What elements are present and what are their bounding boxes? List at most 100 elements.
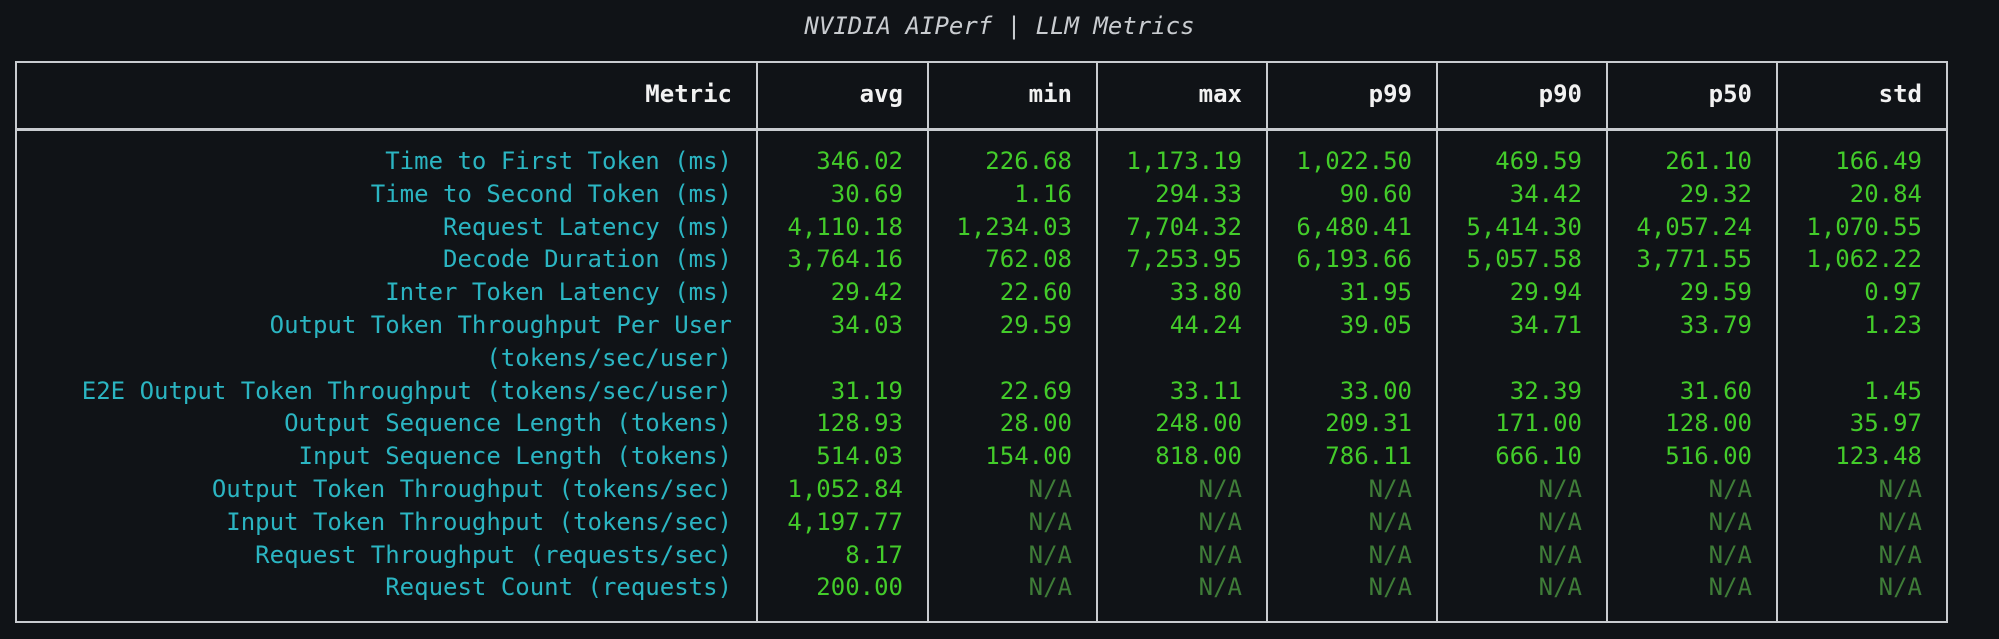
metric-value: 6,193.66 [1296, 245, 1412, 274]
metric-value: 29.32 [1679, 179, 1752, 208]
metric-value: 516.00 [1665, 442, 1752, 471]
column-header: p90 [1538, 80, 1582, 109]
metric-value: 261.10 [1665, 147, 1752, 175]
column-header: Metric [645, 80, 732, 109]
metric-value: N/A [1368, 475, 1412, 503]
table-title: NVIDIA AIPerf | LLM Metrics [804, 12, 1195, 40]
metric-label: Request Latency (ms) [443, 212, 732, 241]
metric-value: 29.42 [830, 278, 903, 307]
metric-value: 514.03 [816, 442, 903, 471]
metric-value: 29.59 [1679, 278, 1752, 307]
metric-value: 4,110.18 [787, 212, 903, 241]
metric-value: N/A [1538, 475, 1582, 503]
metric-value: N/A [1538, 507, 1582, 536]
metric-value: 29.59 [999, 311, 1072, 339]
column-border [1266, 61, 1268, 623]
metric-value: 8.17 [845, 540, 903, 569]
metric-value: 22.60 [999, 278, 1072, 307]
metric-label: Decode Duration (ms) [443, 245, 732, 274]
metric-value: N/A [1878, 507, 1922, 536]
metric-value: N/A [1198, 573, 1242, 602]
metric-value: 1.16 [1014, 179, 1072, 208]
metric-value: 4,057.24 [1636, 212, 1752, 241]
metric-value: 3,764.16 [787, 245, 903, 274]
metric-value: N/A [1538, 573, 1582, 602]
metric-value: 469.59 [1495, 147, 1582, 175]
metric-value: 1,070.55 [1806, 212, 1922, 241]
metric-value: 44.24 [1169, 311, 1242, 339]
metric-value: 39.05 [1339, 311, 1412, 339]
metric-value: 1,062.22 [1806, 245, 1922, 274]
metric-label: Input Token Throughput (tokens/sec) [226, 507, 732, 536]
table-border [15, 621, 1946, 623]
metric-label: Input Sequence Length (tokens) [298, 442, 732, 471]
metric-value: 30.69 [830, 179, 903, 208]
column-header: min [1028, 80, 1072, 109]
metric-value: 29.94 [1509, 278, 1582, 307]
column-border [927, 61, 929, 623]
metric-value: 1,234.03 [956, 212, 1072, 241]
metric-value: 171.00 [1495, 409, 1582, 438]
column-border [1606, 61, 1608, 623]
metric-value: N/A [1028, 475, 1072, 503]
metric-value: 7,704.32 [1126, 212, 1242, 241]
metric-value: 209.31 [1325, 409, 1412, 438]
metric-value: 22.69 [999, 376, 1072, 405]
metric-value: 128.93 [816, 409, 903, 438]
metric-value: N/A [1198, 540, 1242, 569]
metric-value: 786.11 [1325, 442, 1412, 471]
metric-value: 33.11 [1169, 376, 1242, 405]
table-border [15, 61, 1946, 63]
metric-value: N/A [1708, 573, 1752, 602]
metric-value: 294.33 [1155, 179, 1242, 208]
column-header: p99 [1368, 80, 1412, 109]
metric-value: 31.19 [830, 376, 903, 405]
metric-value: 1.23 [1864, 311, 1922, 339]
metric-value: N/A [1538, 540, 1582, 569]
column-border [1096, 61, 1098, 623]
metric-value: 5,414.30 [1466, 212, 1582, 241]
column-border [15, 61, 17, 623]
metric-value: 1,022.50 [1296, 147, 1412, 175]
column-border [1436, 61, 1438, 623]
metric-value: N/A [1368, 540, 1412, 569]
column-border [1776, 61, 1778, 623]
metric-value: N/A [1878, 540, 1922, 569]
metric-value: 226.68 [985, 147, 1072, 175]
metric-value: 90.60 [1339, 179, 1412, 208]
metric-value: N/A [1198, 507, 1242, 536]
metric-value: 666.10 [1495, 442, 1582, 471]
metric-value: 200.00 [816, 573, 903, 602]
column-header: max [1198, 80, 1242, 109]
metric-value: 346.02 [816, 147, 903, 175]
metric-label: Output Token Throughput (tokens/sec) [211, 475, 732, 503]
metric-value: 0.97 [1864, 278, 1922, 307]
metric-value: 33.00 [1339, 376, 1412, 405]
metric-value: N/A [1028, 540, 1072, 569]
metric-label: Request Throughput (requests/sec) [255, 540, 732, 569]
metric-label: E2E Output Token Throughput (tokens/sec/… [81, 376, 732, 405]
metric-value: 6,480.41 [1296, 212, 1412, 241]
metric-value: 34.03 [830, 311, 903, 339]
metric-value: 20.84 [1849, 179, 1922, 208]
metric-value: N/A [1028, 573, 1072, 602]
metric-value: 33.80 [1169, 278, 1242, 307]
metric-value: 1.45 [1864, 376, 1922, 405]
metric-value: N/A [1708, 540, 1752, 569]
column-border [1946, 61, 1948, 623]
metric-value: N/A [1368, 573, 1412, 602]
metric-value: N/A [1708, 507, 1752, 536]
metric-value: 818.00 [1155, 442, 1242, 471]
metric-label: Output Sequence Length (tokens) [284, 409, 732, 438]
metric-value: N/A [1708, 475, 1752, 503]
metric-value: 5,057.58 [1466, 245, 1582, 274]
metric-value: 34.71 [1509, 311, 1582, 339]
metric-value: 35.97 [1849, 409, 1922, 438]
metric-value: 7,253.95 [1126, 245, 1242, 274]
metric-value: 1,052.84 [787, 475, 903, 503]
table-border [15, 128, 1946, 131]
metric-label: Time to First Token (ms) [385, 147, 732, 175]
metric-value: N/A [1878, 475, 1922, 503]
metric-label: Request Count (requests) [385, 573, 732, 602]
metric-value: 33.79 [1679, 311, 1752, 339]
